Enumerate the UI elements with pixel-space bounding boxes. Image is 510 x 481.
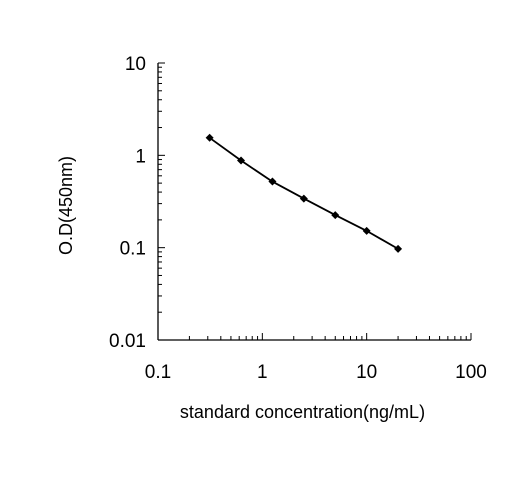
y-axis-label: O.D(450nm): [56, 156, 76, 255]
series-line: [209, 137, 399, 250]
data-point-marker: [394, 244, 403, 253]
series-group: [205, 133, 403, 253]
x-tick-label: 10: [356, 362, 377, 383]
y-tick-label: 0.01: [109, 331, 146, 352]
data-point-marker: [362, 226, 371, 235]
data-point-marker: [331, 211, 340, 220]
data-point-marker: [237, 156, 246, 165]
x-tick-label: 0.1: [145, 362, 171, 383]
x-tick-label: 1: [257, 362, 268, 383]
data-point-marker: [299, 194, 308, 203]
y-tick-label: 1: [135, 146, 146, 167]
y-tick-label: 0.1: [120, 239, 146, 260]
axes: 0.1 1 10 100 0.01 0.1 1 10: [109, 54, 487, 383]
data-point-marker: [268, 177, 277, 186]
data-point-marker: [205, 133, 214, 142]
x-axis-label: standard concentration(ng/mL): [180, 402, 425, 422]
x-tick-label: 100: [455, 362, 487, 383]
y-tick-label: 10: [125, 54, 146, 75]
